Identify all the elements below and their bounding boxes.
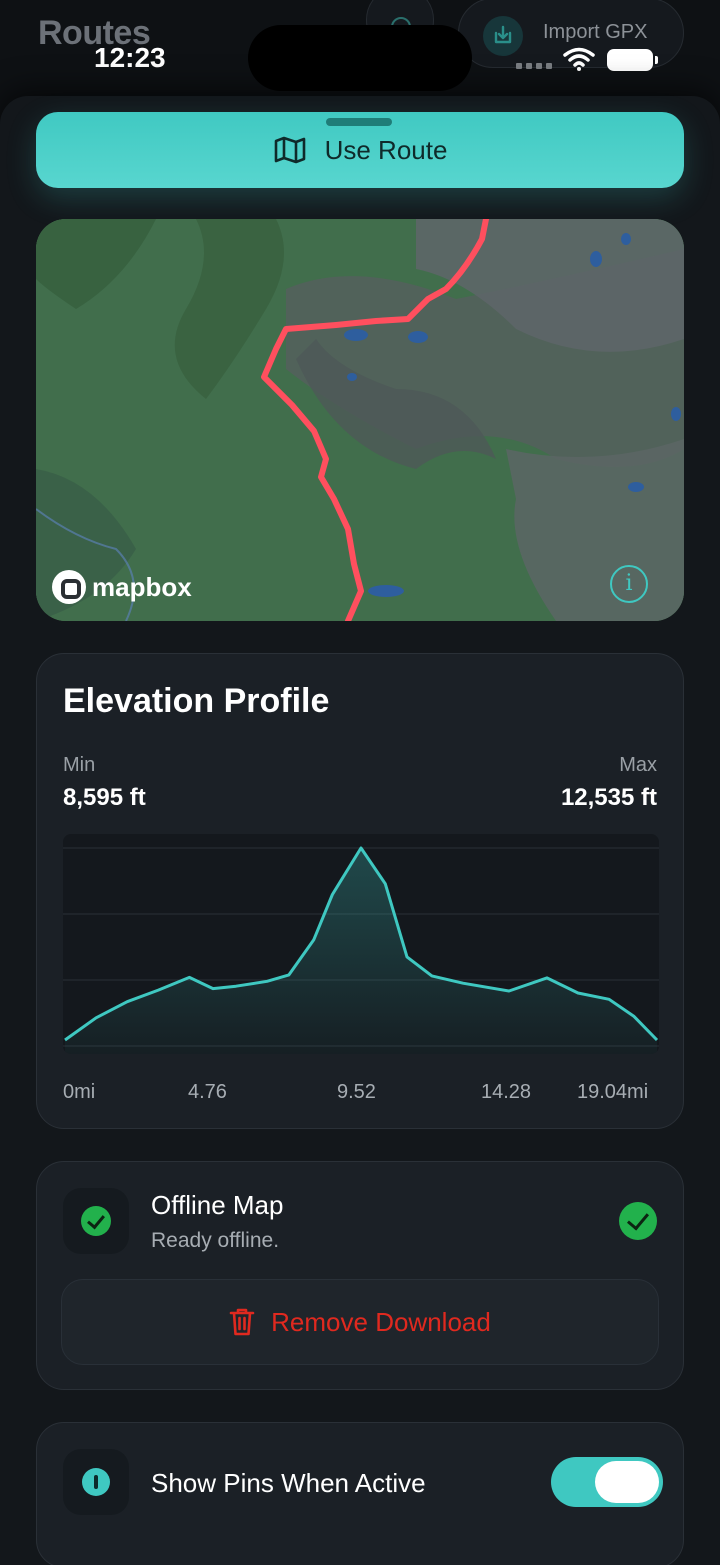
route-map[interactable]: mapbox i [36,219,684,621]
pin-icon [82,1468,110,1496]
map-icon [274,136,305,164]
checkmark-circle-icon [619,1202,657,1240]
background-page-title: Routes [38,14,151,52]
offline-map-title: Offline Map [151,1190,284,1220]
remove-download-label: Remove Download [271,1306,491,1337]
cellular-signal-icon [516,63,552,69]
max-elevation-value: 12,535 ft [560,784,657,811]
info-icon[interactable]: i [610,565,648,603]
trash-icon [229,1308,255,1336]
x-tick-label: 19.04mi [577,1081,649,1103]
download-icon [483,16,523,56]
elevation-title: Elevation Profile [63,682,330,720]
offline-status-tile [63,1188,129,1254]
offline-map-status: Ready offline. [151,1229,280,1252]
sheet-grabber[interactable] [326,118,392,126]
wifi-icon [563,47,595,71]
mapbox-logo[interactable]: mapbox [52,570,192,604]
show-pins-card: Show Pins When Active [36,1422,684,1565]
min-elevation-label: Min [63,754,96,776]
x-tick-label: 4.76 [188,1081,227,1103]
remove-download-button[interactable]: Remove Download [61,1279,659,1365]
min-elevation-value: 8,595 ft [63,784,146,811]
pin-tile [63,1449,129,1515]
show-pins-label: Show Pins When Active [151,1468,426,1498]
max-elevation-label: Max [619,754,657,776]
mapbox-logo-icon [52,570,86,604]
status-time: 12:23 [94,42,166,73]
show-pins-toggle[interactable] [551,1457,663,1507]
elevation-chart [63,834,659,1054]
offline-map-card: Offline Map Ready offline. Remove Downlo… [36,1161,684,1390]
x-tick-label: 14.28 [481,1081,532,1103]
status-bar: 12:23 [0,0,720,91]
elevation-area [65,848,657,1054]
checkmark-icon [81,1206,111,1236]
x-tick-label: 9.52 [337,1081,376,1103]
use-route-label: Use Route [324,134,448,165]
import-gpx-label: Import GPX [543,21,648,43]
x-tick-label: 0mi [63,1081,96,1103]
mapbox-attribution: mapbox [92,571,192,602]
elevation-line [64,846,659,1042]
dynamic-island [248,25,472,91]
battery-icon [607,49,658,71]
toggle-knob [595,1461,659,1503]
elevation-profile-card: Elevation Profile Min Max 8,595 ft 12,53… [36,653,684,1129]
